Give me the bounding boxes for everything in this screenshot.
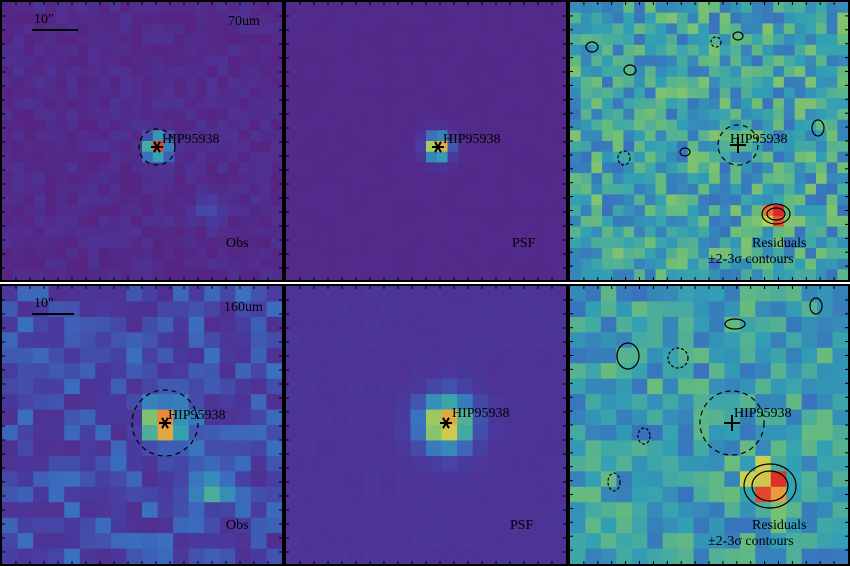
map-160um-obs bbox=[2, 286, 282, 564]
panel-caption-2: ±2-3σ contours bbox=[708, 252, 794, 267]
star-marker bbox=[151, 141, 163, 153]
panel-70um-obs: 10" 70um HIP95938 Obs bbox=[0, 0, 284, 282]
panel-160um-residuals: HIP95938 Residuals ±2-3σ contours bbox=[568, 284, 850, 566]
residual-contours bbox=[585, 31, 825, 225]
target-label: HIP95938 bbox=[734, 406, 792, 421]
map-70um-res bbox=[570, 2, 848, 280]
plus-marker bbox=[724, 415, 740, 431]
pixel-grid bbox=[570, 286, 848, 564]
map-70um-psf bbox=[286, 2, 566, 280]
map-70um-obs bbox=[2, 2, 282, 280]
target-label: HIP95938 bbox=[730, 132, 788, 147]
scalebar bbox=[32, 29, 78, 31]
axis-ticks bbox=[2, 2, 282, 280]
axis-ticks bbox=[2, 286, 282, 564]
pixel-grid bbox=[286, 2, 566, 280]
panel-caption: Obs bbox=[226, 236, 249, 251]
axis-ticks bbox=[286, 2, 566, 280]
residual-contours bbox=[607, 297, 823, 509]
band-label: 160um bbox=[224, 300, 263, 315]
star-marker bbox=[440, 417, 452, 429]
panel-160um-psf: HIP95938 PSF bbox=[284, 284, 568, 566]
aperture-circle bbox=[138, 128, 176, 166]
axis-ticks bbox=[286, 286, 566, 564]
panel-caption: Residuals bbox=[752, 518, 807, 533]
aperture-circle bbox=[699, 390, 765, 456]
panel-caption-2: ±2-3σ contours bbox=[708, 534, 794, 549]
aperture-circle bbox=[131, 389, 199, 457]
panel-caption: PSF bbox=[510, 518, 534, 533]
target-label: HIP95938 bbox=[162, 132, 220, 147]
pixel-grid bbox=[570, 2, 848, 280]
axis-ticks bbox=[570, 2, 848, 280]
pixel-grid bbox=[286, 286, 566, 564]
map-160um-res bbox=[570, 286, 848, 564]
scalebar bbox=[32, 313, 74, 315]
star-marker bbox=[432, 141, 444, 153]
target-label: HIP95938 bbox=[452, 406, 510, 421]
panel-caption: Residuals bbox=[752, 236, 807, 251]
panel-caption: PSF bbox=[512, 236, 536, 251]
panel-70um-psf: HIP95938 PSF bbox=[284, 0, 568, 282]
scalebar-label: 10" bbox=[34, 296, 54, 311]
map-160um-psf bbox=[286, 286, 566, 564]
axis-ticks bbox=[570, 286, 848, 564]
pixel-grid bbox=[2, 2, 282, 280]
target-label: HIP95938 bbox=[443, 132, 501, 147]
band-label: 70um bbox=[228, 14, 260, 29]
star-marker bbox=[159, 417, 171, 429]
panel-caption: Obs bbox=[226, 518, 249, 533]
target-label: HIP95938 bbox=[168, 408, 226, 423]
aperture-circle bbox=[717, 124, 759, 166]
pixel-grid bbox=[2, 286, 282, 564]
panel-70um-residuals: HIP95938 Residuals ±2-3σ contours bbox=[568, 0, 850, 282]
plus-marker bbox=[730, 137, 746, 153]
panel-160um-obs: 10" 160um HIP95938 Obs bbox=[0, 284, 284, 566]
scalebar-label: 10" bbox=[34, 12, 54, 27]
